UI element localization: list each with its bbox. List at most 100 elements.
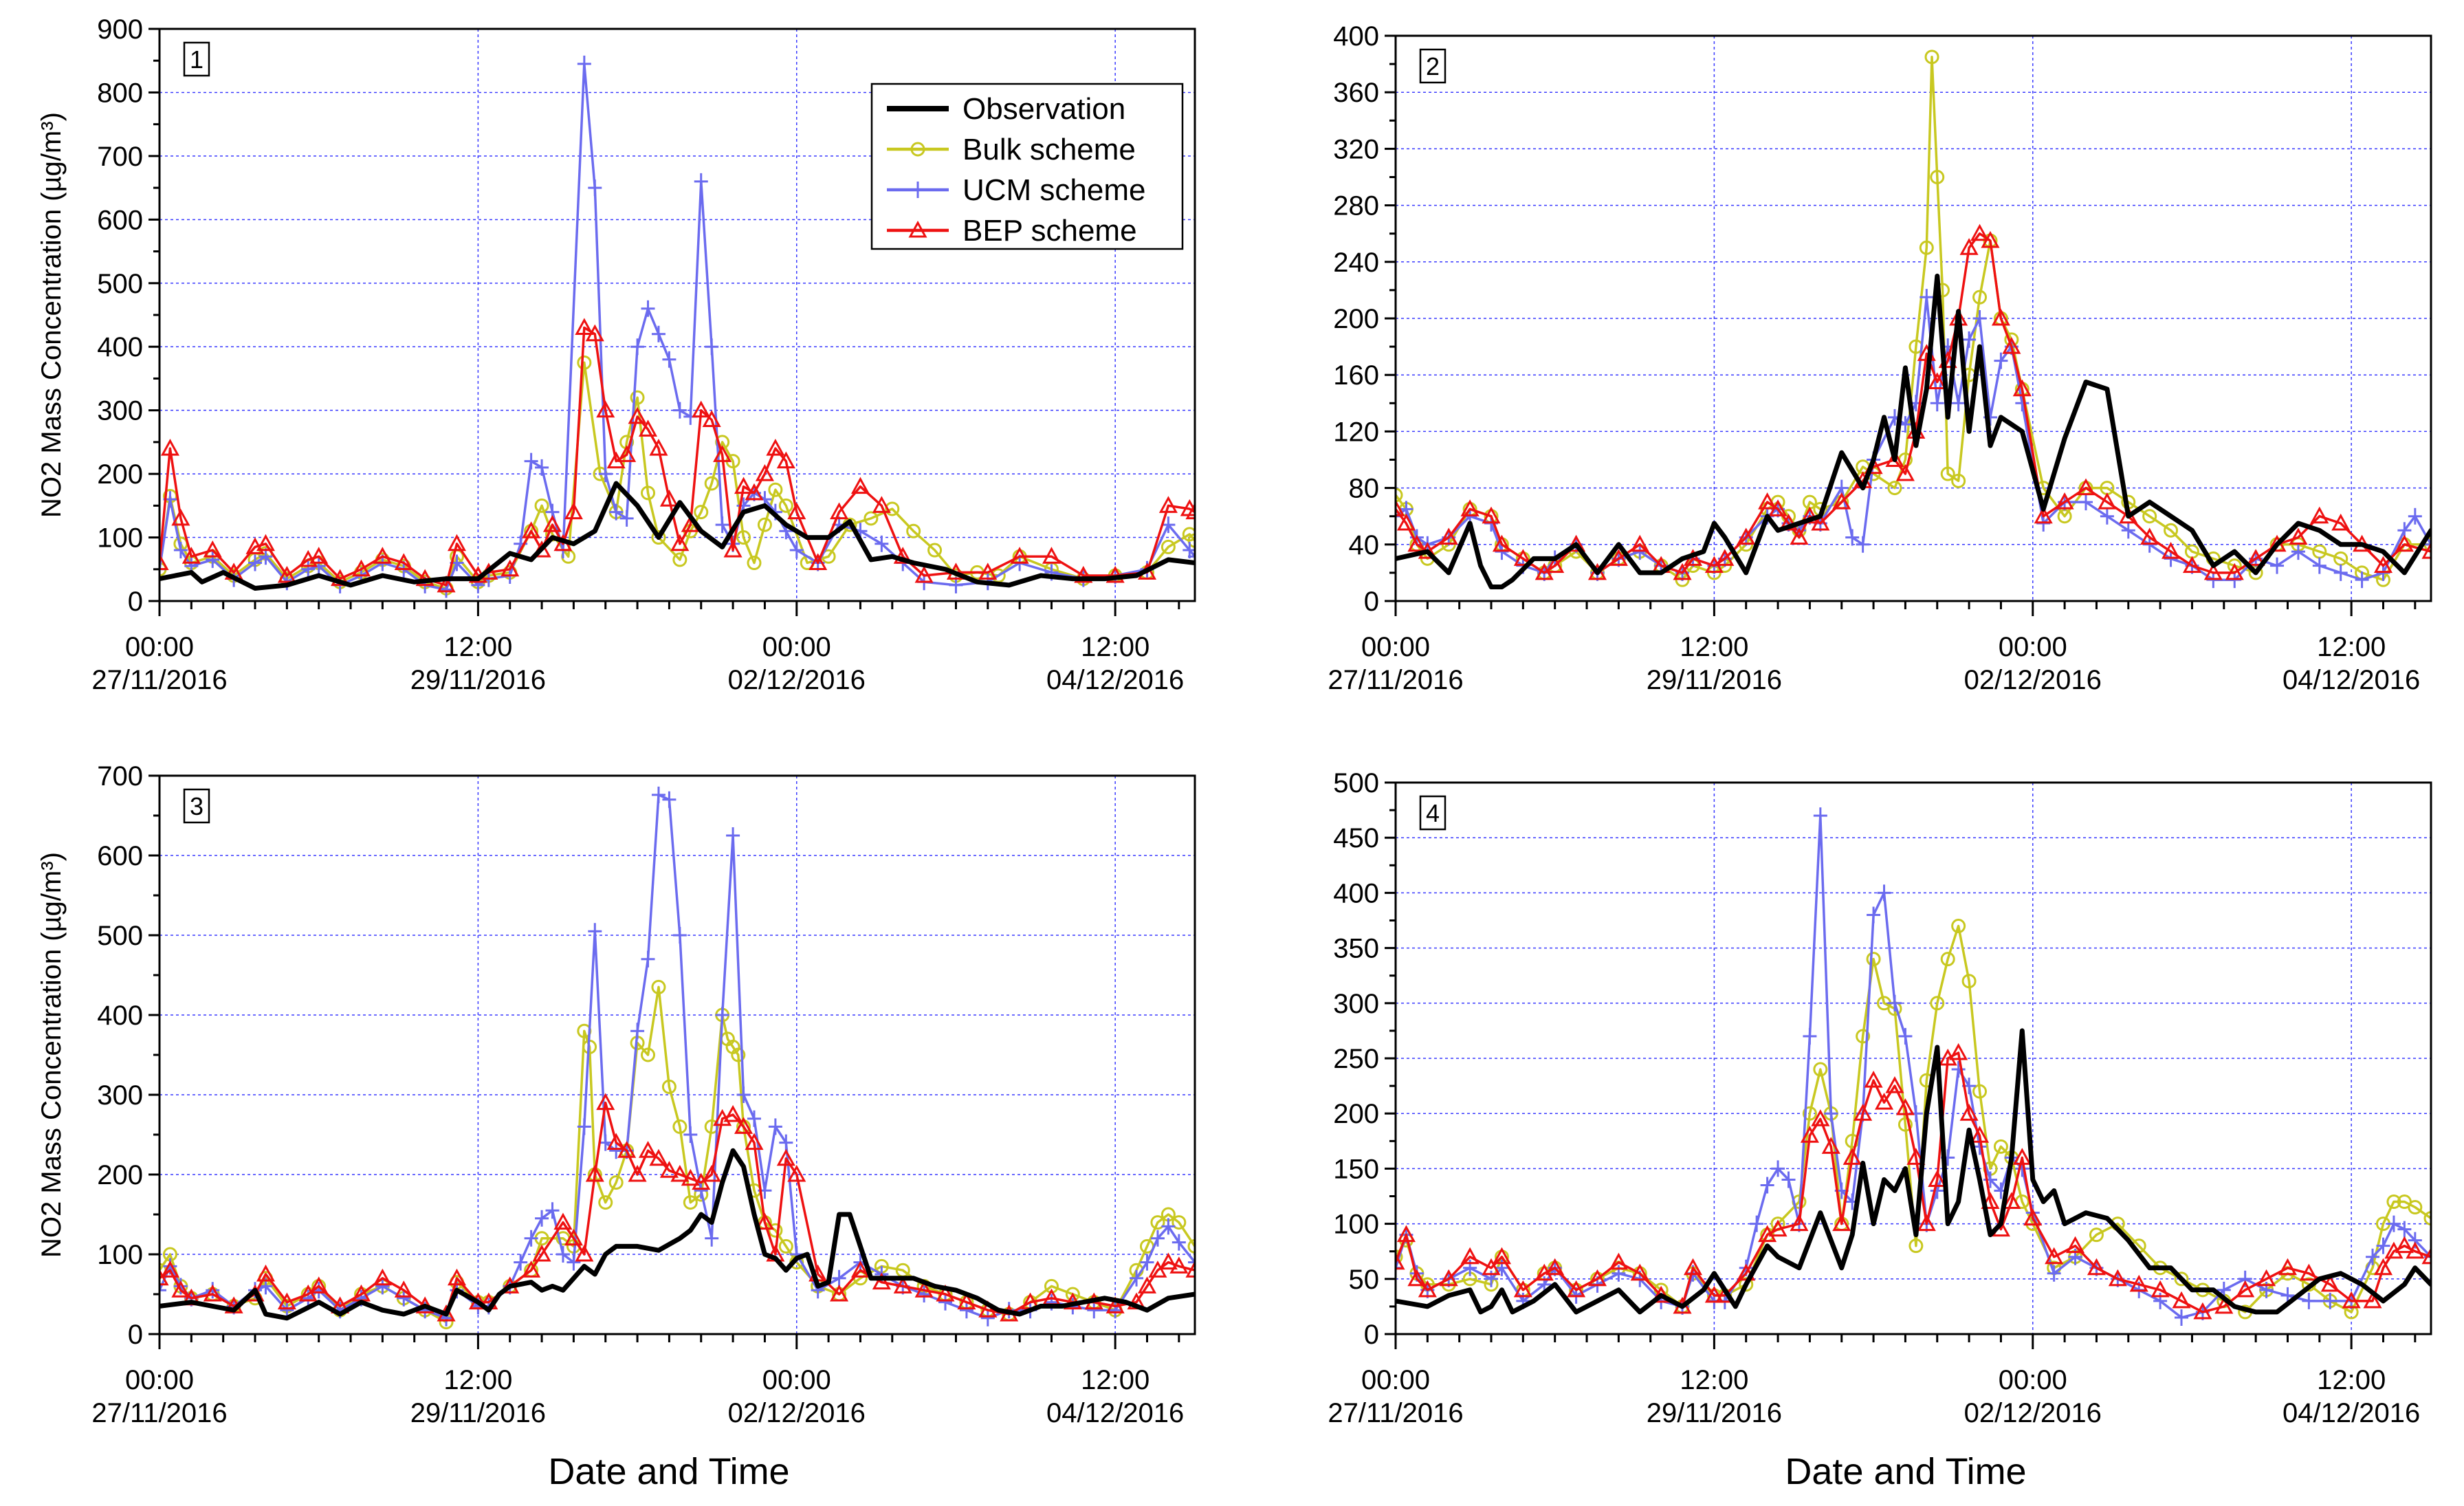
data-point (1800, 506, 1819, 524)
data-point (256, 1264, 275, 1282)
data-point (734, 477, 754, 494)
data-point (2373, 556, 2393, 574)
data-point (702, 410, 721, 428)
data-point (1704, 1285, 1724, 1303)
data-point (1161, 516, 1176, 534)
data-point (734, 1117, 754, 1134)
data-point (1010, 547, 1029, 564)
data-point (256, 534, 275, 552)
data-point (577, 355, 592, 370)
y-tick-label: 600 (97, 841, 143, 871)
data-point (575, 318, 594, 335)
series-line (1396, 1028, 2431, 1315)
data-point (2373, 1258, 2393, 1276)
data-point (160, 1261, 179, 1278)
data-point (1087, 1302, 1101, 1319)
data-point (694, 505, 709, 520)
data-point (301, 560, 316, 578)
data-point (1842, 1148, 1862, 1165)
data-point (1920, 289, 1934, 306)
data-point (723, 540, 742, 558)
data-point (524, 452, 538, 470)
data-point (598, 1134, 613, 1151)
data-point (830, 502, 849, 520)
data-point (2015, 395, 2030, 412)
x-tick-date: 27/11/2016 (1328, 1398, 1463, 1428)
data-point (1908, 1238, 1924, 1254)
data-point (331, 569, 350, 587)
y-tick-label: 0 (128, 587, 143, 617)
data-point (598, 466, 613, 483)
data-point (885, 501, 900, 516)
data-point (872, 496, 891, 513)
data-point (1887, 994, 1902, 1012)
y-tick-label: 700 (97, 142, 143, 172)
data-point (1951, 473, 1966, 488)
data-point (1609, 1252, 1628, 1270)
data-point (1874, 1093, 1894, 1110)
data-point (1750, 1215, 1764, 1232)
data-point (789, 542, 804, 559)
data-point (2406, 1241, 2425, 1259)
data-point (596, 1093, 615, 1111)
data-point (1949, 1043, 1968, 1060)
data-point (564, 502, 583, 520)
data-point (641, 950, 655, 968)
data-point (745, 483, 764, 501)
data-point (1396, 499, 1405, 516)
data-point (1824, 1105, 1838, 1122)
data-point (1587, 1269, 1607, 1287)
data-point (1396, 1249, 1403, 1265)
series-bulk-scheme (160, 979, 1195, 1330)
series-line (1396, 1051, 2431, 1313)
data-point (1160, 539, 1176, 554)
data-point (2225, 563, 2244, 580)
data-point (524, 1230, 538, 1247)
data-point (2323, 1292, 2338, 1309)
data-point (2012, 1148, 2032, 1165)
data-point (938, 1294, 953, 1311)
data-point (2342, 1291, 2361, 1309)
data-point (755, 463, 774, 481)
data-point (2421, 1247, 2431, 1265)
data-point (1513, 1280, 1532, 1298)
data-point (641, 485, 656, 501)
data-point (534, 498, 549, 513)
data-point (641, 1047, 656, 1062)
data-point (638, 1141, 658, 1158)
data-point (1928, 1170, 1947, 1187)
data-point (1930, 170, 1945, 184)
data-point (2002, 336, 2021, 354)
data-point (1856, 1029, 1871, 1044)
series-line (1396, 924, 2431, 1313)
data-point (1074, 565, 1093, 583)
data-point (606, 1133, 626, 1150)
data-point (2312, 557, 2326, 574)
data-point (1546, 1258, 1565, 1276)
data-point (2395, 534, 2414, 552)
y-tick-label: 900 (97, 14, 143, 45)
y-tick-label: 40 (1349, 530, 1380, 560)
data-point (914, 565, 934, 583)
data-point (659, 489, 679, 507)
y-tick-label: 100 (1333, 1210, 1379, 1240)
data-point (577, 55, 591, 72)
data-point (203, 1284, 222, 1302)
data-point (1790, 1214, 1809, 1232)
x-tick-date: 02/12/2016 (1964, 665, 2102, 695)
panel-number-box (1419, 795, 1446, 831)
data-point (2302, 1292, 2316, 1309)
x-tick-time: 12:00 (443, 632, 512, 662)
data-point (2214, 1296, 2234, 1314)
data-point (1185, 1261, 1195, 1278)
data-point (2270, 557, 2285, 574)
data-point (1898, 1117, 1913, 1132)
x-tick-time: 12:00 (1680, 1365, 1748, 1395)
data-point (641, 300, 655, 317)
data-point (957, 1292, 976, 1310)
data-point (1758, 492, 1777, 510)
x-tick-date: 02/12/2016 (728, 1398, 866, 1428)
data-point (850, 1261, 870, 1278)
data-point (2408, 508, 2422, 525)
y-tick-label: 360 (1333, 78, 1379, 108)
